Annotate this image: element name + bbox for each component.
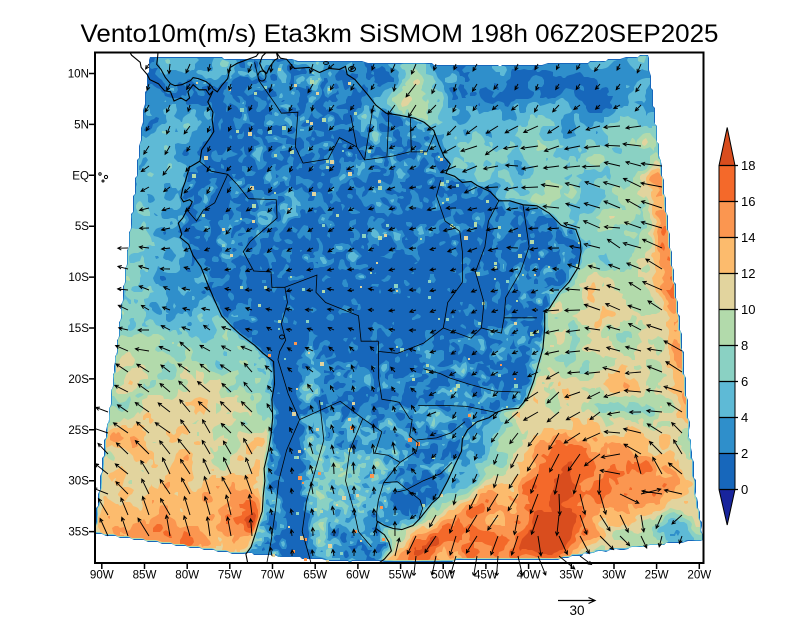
- svg-text:85W: 85W: [133, 569, 157, 582]
- svg-text:5S: 5S: [75, 220, 89, 233]
- svg-text:18: 18: [741, 158, 755, 173]
- svg-text:8: 8: [741, 338, 748, 353]
- svg-text:30: 30: [569, 603, 584, 618]
- svg-text:60W: 60W: [346, 569, 370, 582]
- svg-text:5N: 5N: [74, 118, 89, 131]
- svg-text:10N: 10N: [68, 68, 89, 81]
- svg-text:35W: 35W: [559, 569, 583, 582]
- svg-text:0: 0: [741, 482, 748, 497]
- svg-text:25W: 25W: [645, 569, 669, 582]
- svg-text:80W: 80W: [175, 569, 199, 582]
- svg-text:15S: 15S: [68, 322, 89, 335]
- svg-text:90W: 90W: [90, 569, 114, 582]
- svg-text:25S: 25S: [68, 424, 89, 437]
- svg-text:Vento10m(m/s) Eta3km SiSMOM 19: Vento10m(m/s) Eta3km SiSMOM 198h 06Z20SE…: [81, 20, 719, 48]
- svg-text:55W: 55W: [389, 569, 413, 582]
- svg-text:EQ: EQ: [72, 169, 89, 182]
- svg-text:10: 10: [741, 302, 755, 317]
- svg-text:75W: 75W: [218, 569, 242, 582]
- svg-text:12: 12: [741, 266, 755, 281]
- svg-text:14: 14: [741, 230, 755, 245]
- svg-text:20W: 20W: [687, 569, 711, 582]
- svg-text:20S: 20S: [68, 373, 89, 386]
- svg-text:4: 4: [741, 410, 748, 425]
- svg-text:10S: 10S: [68, 271, 89, 284]
- svg-text:2: 2: [741, 446, 748, 461]
- svg-text:35S: 35S: [68, 526, 89, 539]
- svg-text:6: 6: [741, 374, 748, 389]
- svg-text:30W: 30W: [602, 569, 626, 582]
- svg-text:65W: 65W: [303, 569, 327, 582]
- svg-text:40W: 40W: [517, 569, 541, 582]
- svg-text:70W: 70W: [261, 569, 285, 582]
- svg-text:30S: 30S: [68, 475, 89, 488]
- svg-text:16: 16: [741, 194, 755, 209]
- svg-text:50W: 50W: [431, 569, 455, 582]
- svg-text:45W: 45W: [474, 569, 498, 582]
